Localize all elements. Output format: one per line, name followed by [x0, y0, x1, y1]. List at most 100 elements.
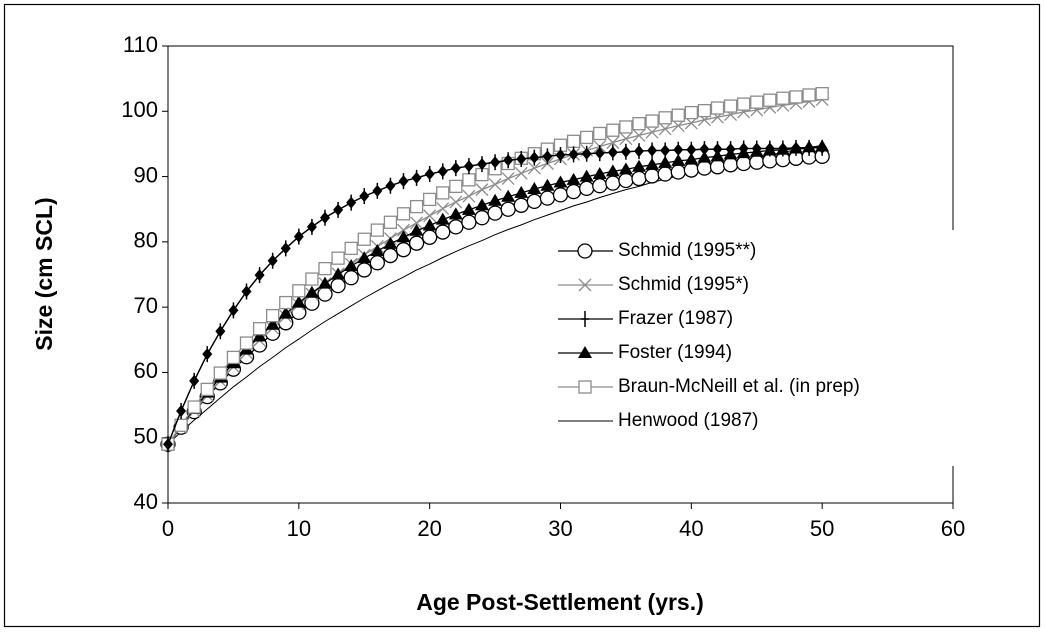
- legend-label: Henwood (1987): [618, 410, 758, 431]
- marker: [552, 187, 569, 203]
- marker: [750, 95, 764, 109]
- marker: [321, 209, 329, 226]
- marker: [539, 190, 556, 206]
- marker: [436, 186, 450, 200]
- marker: [370, 223, 384, 237]
- y-tick-label: 100: [121, 97, 158, 122]
- marker: [491, 154, 500, 171]
- marker: [449, 195, 463, 209]
- marker: [648, 142, 657, 159]
- marker: [265, 317, 280, 330]
- marker: [579, 169, 594, 182]
- marker: [737, 97, 751, 111]
- marker: [203, 346, 212, 363]
- marker: [683, 162, 699, 178]
- marker: [684, 105, 698, 120]
- marker: [578, 380, 592, 394]
- marker: [513, 197, 529, 213]
- marker: [527, 181, 542, 194]
- marker: [500, 201, 516, 217]
- marker: [360, 188, 369, 205]
- marker: [778, 140, 787, 157]
- marker: [369, 255, 385, 271]
- marker: [216, 323, 225, 340]
- marker: [304, 285, 319, 298]
- marker: [763, 93, 777, 107]
- marker: [579, 180, 595, 196]
- marker: [592, 178, 608, 194]
- marker: [765, 140, 774, 157]
- marker: [435, 224, 451, 240]
- marker: [736, 155, 752, 172]
- marker: [307, 218, 316, 235]
- marker: [334, 201, 343, 218]
- marker: [291, 295, 306, 308]
- legend-label: Foster (1994): [618, 342, 732, 363]
- marker: [501, 172, 515, 185]
- marker: [658, 155, 673, 168]
- marker: [347, 194, 356, 211]
- marker: [474, 210, 490, 226]
- marker: [566, 134, 581, 148]
- marker: [595, 145, 604, 162]
- marker: [526, 193, 542, 210]
- marker: [356, 262, 372, 278]
- marker: [556, 147, 565, 164]
- marker: [344, 241, 358, 256]
- marker: [540, 178, 555, 191]
- marker: [461, 202, 476, 215]
- marker: [373, 182, 382, 199]
- marker: [582, 145, 591, 162]
- marker: [578, 278, 592, 292]
- marker: [632, 128, 646, 142]
- marker: [395, 242, 412, 258]
- marker: [618, 172, 634, 189]
- y-tick-label: 50: [134, 424, 158, 449]
- marker: [696, 160, 713, 176]
- marker: [266, 308, 280, 323]
- marker: [278, 306, 293, 319]
- marker: [657, 166, 673, 182]
- marker: [618, 162, 633, 175]
- y-tick-label: 60: [134, 358, 158, 383]
- marker: [581, 311, 589, 327]
- marker: [422, 229, 438, 245]
- marker: [749, 154, 765, 170]
- marker: [383, 215, 398, 229]
- marker: [631, 170, 647, 187]
- marker: [739, 140, 748, 157]
- marker: [399, 173, 408, 190]
- marker: [164, 436, 172, 453]
- marker: [674, 141, 683, 158]
- x-tick-label: 20: [417, 516, 441, 541]
- marker: [709, 159, 726, 175]
- marker: [789, 90, 803, 104]
- marker: [425, 165, 434, 182]
- marker: [448, 207, 463, 220]
- legend-label: Braun-McNeill et al. (in prep): [618, 376, 860, 397]
- legend-box: [553, 230, 958, 466]
- marker: [802, 88, 816, 102]
- marker: [408, 235, 425, 251]
- marker: [451, 160, 460, 177]
- marker: [200, 382, 214, 397]
- marker: [464, 158, 473, 175]
- marker: [475, 198, 489, 211]
- marker: [187, 400, 201, 414]
- marker: [565, 183, 582, 200]
- marker: [722, 157, 739, 173]
- marker: [645, 157, 660, 170]
- marker: [592, 166, 607, 179]
- marker: [530, 149, 539, 166]
- marker: [382, 247, 399, 264]
- marker: [438, 163, 447, 180]
- marker: [409, 223, 424, 236]
- marker: [527, 161, 541, 175]
- marker: [488, 193, 503, 206]
- marker: [514, 166, 528, 180]
- marker: [619, 120, 633, 134]
- legend-label: Schmid (1995**): [618, 240, 756, 261]
- marker: [543, 148, 552, 165]
- marker: [644, 168, 660, 184]
- x-tick-label: 30: [548, 516, 572, 541]
